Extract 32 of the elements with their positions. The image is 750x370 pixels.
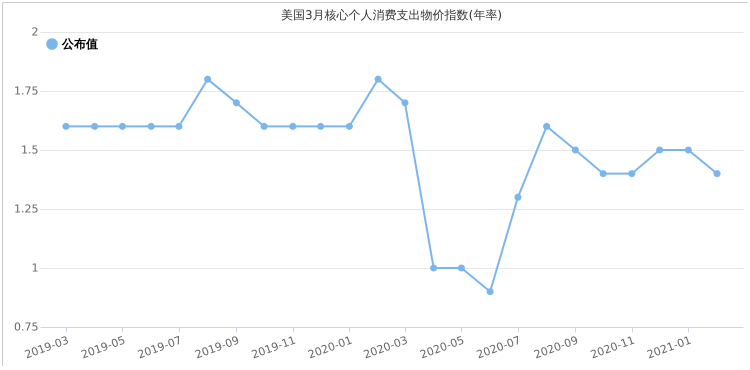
point <box>317 122 324 130</box>
y-tick-label: 0.75 <box>14 320 38 334</box>
point <box>656 146 664 154</box>
point <box>628 170 636 178</box>
point <box>232 99 240 106</box>
point <box>62 122 70 130</box>
y-tick-label: 1.5 <box>21 144 38 156</box>
y-tick-label: 1.25 <box>14 202 38 216</box>
point <box>260 122 268 130</box>
point <box>204 76 212 83</box>
point <box>148 122 155 130</box>
point <box>346 122 353 130</box>
point <box>401 99 408 106</box>
point <box>91 122 98 130</box>
y-tick-label: 2 <box>32 26 38 38</box>
point <box>118 122 126 130</box>
point <box>458 264 465 272</box>
chart-title: 美国3月核心个人消费支出物价指数(年率) <box>281 8 502 22</box>
point <box>430 264 438 272</box>
y-tick-label: 1 <box>32 262 38 274</box>
point <box>543 122 550 130</box>
point <box>514 194 522 201</box>
point <box>289 122 296 130</box>
point <box>175 122 182 130</box>
point <box>684 146 692 154</box>
point <box>572 146 579 154</box>
point <box>600 170 607 178</box>
legend-label: 公布值 <box>61 37 98 51</box>
point <box>374 76 382 83</box>
point <box>486 288 494 296</box>
point <box>714 170 721 178</box>
y-tick-label: 1.75 <box>14 84 38 98</box>
